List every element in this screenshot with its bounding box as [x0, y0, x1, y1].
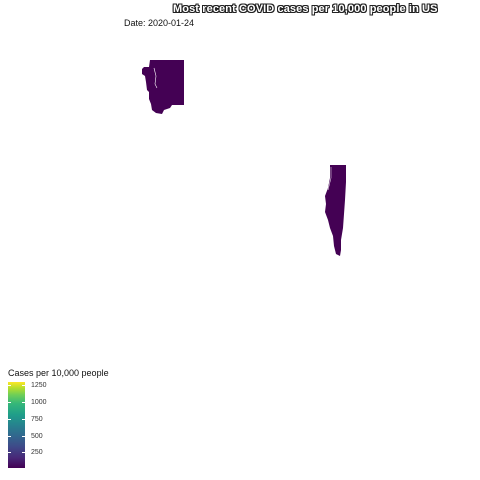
- legend-color-bar: [8, 382, 25, 468]
- legend-tick-label: 1000: [31, 399, 47, 406]
- legend-tick-label: 500: [31, 433, 43, 440]
- legend-title: Cases per 10,000 people: [8, 368, 109, 378]
- legend-tick: 500: [8, 432, 148, 442]
- legend-tick-label: 250: [31, 449, 43, 456]
- legend-tick-label: 750: [31, 416, 43, 423]
- legend-tick: 1250: [8, 381, 148, 391]
- state-illinois-outline: [327, 167, 332, 191]
- map-title: Most recent COVID cases per 10,000 peopl…: [173, 3, 438, 15]
- state-washington[interactable]: [142, 60, 184, 114]
- date-label: Date: 2020-01-24: [124, 18, 195, 28]
- state-illinois[interactable]: [325, 165, 346, 256]
- state-washington-outline: [153, 67, 158, 89]
- legend-tick: 250: [8, 448, 148, 458]
- legend-tick: 750: [8, 415, 148, 425]
- color-legend: Cases per 10,000 people 1250 1000 750 50…: [8, 368, 148, 472]
- legend-tick-label: 1250: [31, 382, 47, 389]
- legend-tick: 1000: [8, 398, 148, 408]
